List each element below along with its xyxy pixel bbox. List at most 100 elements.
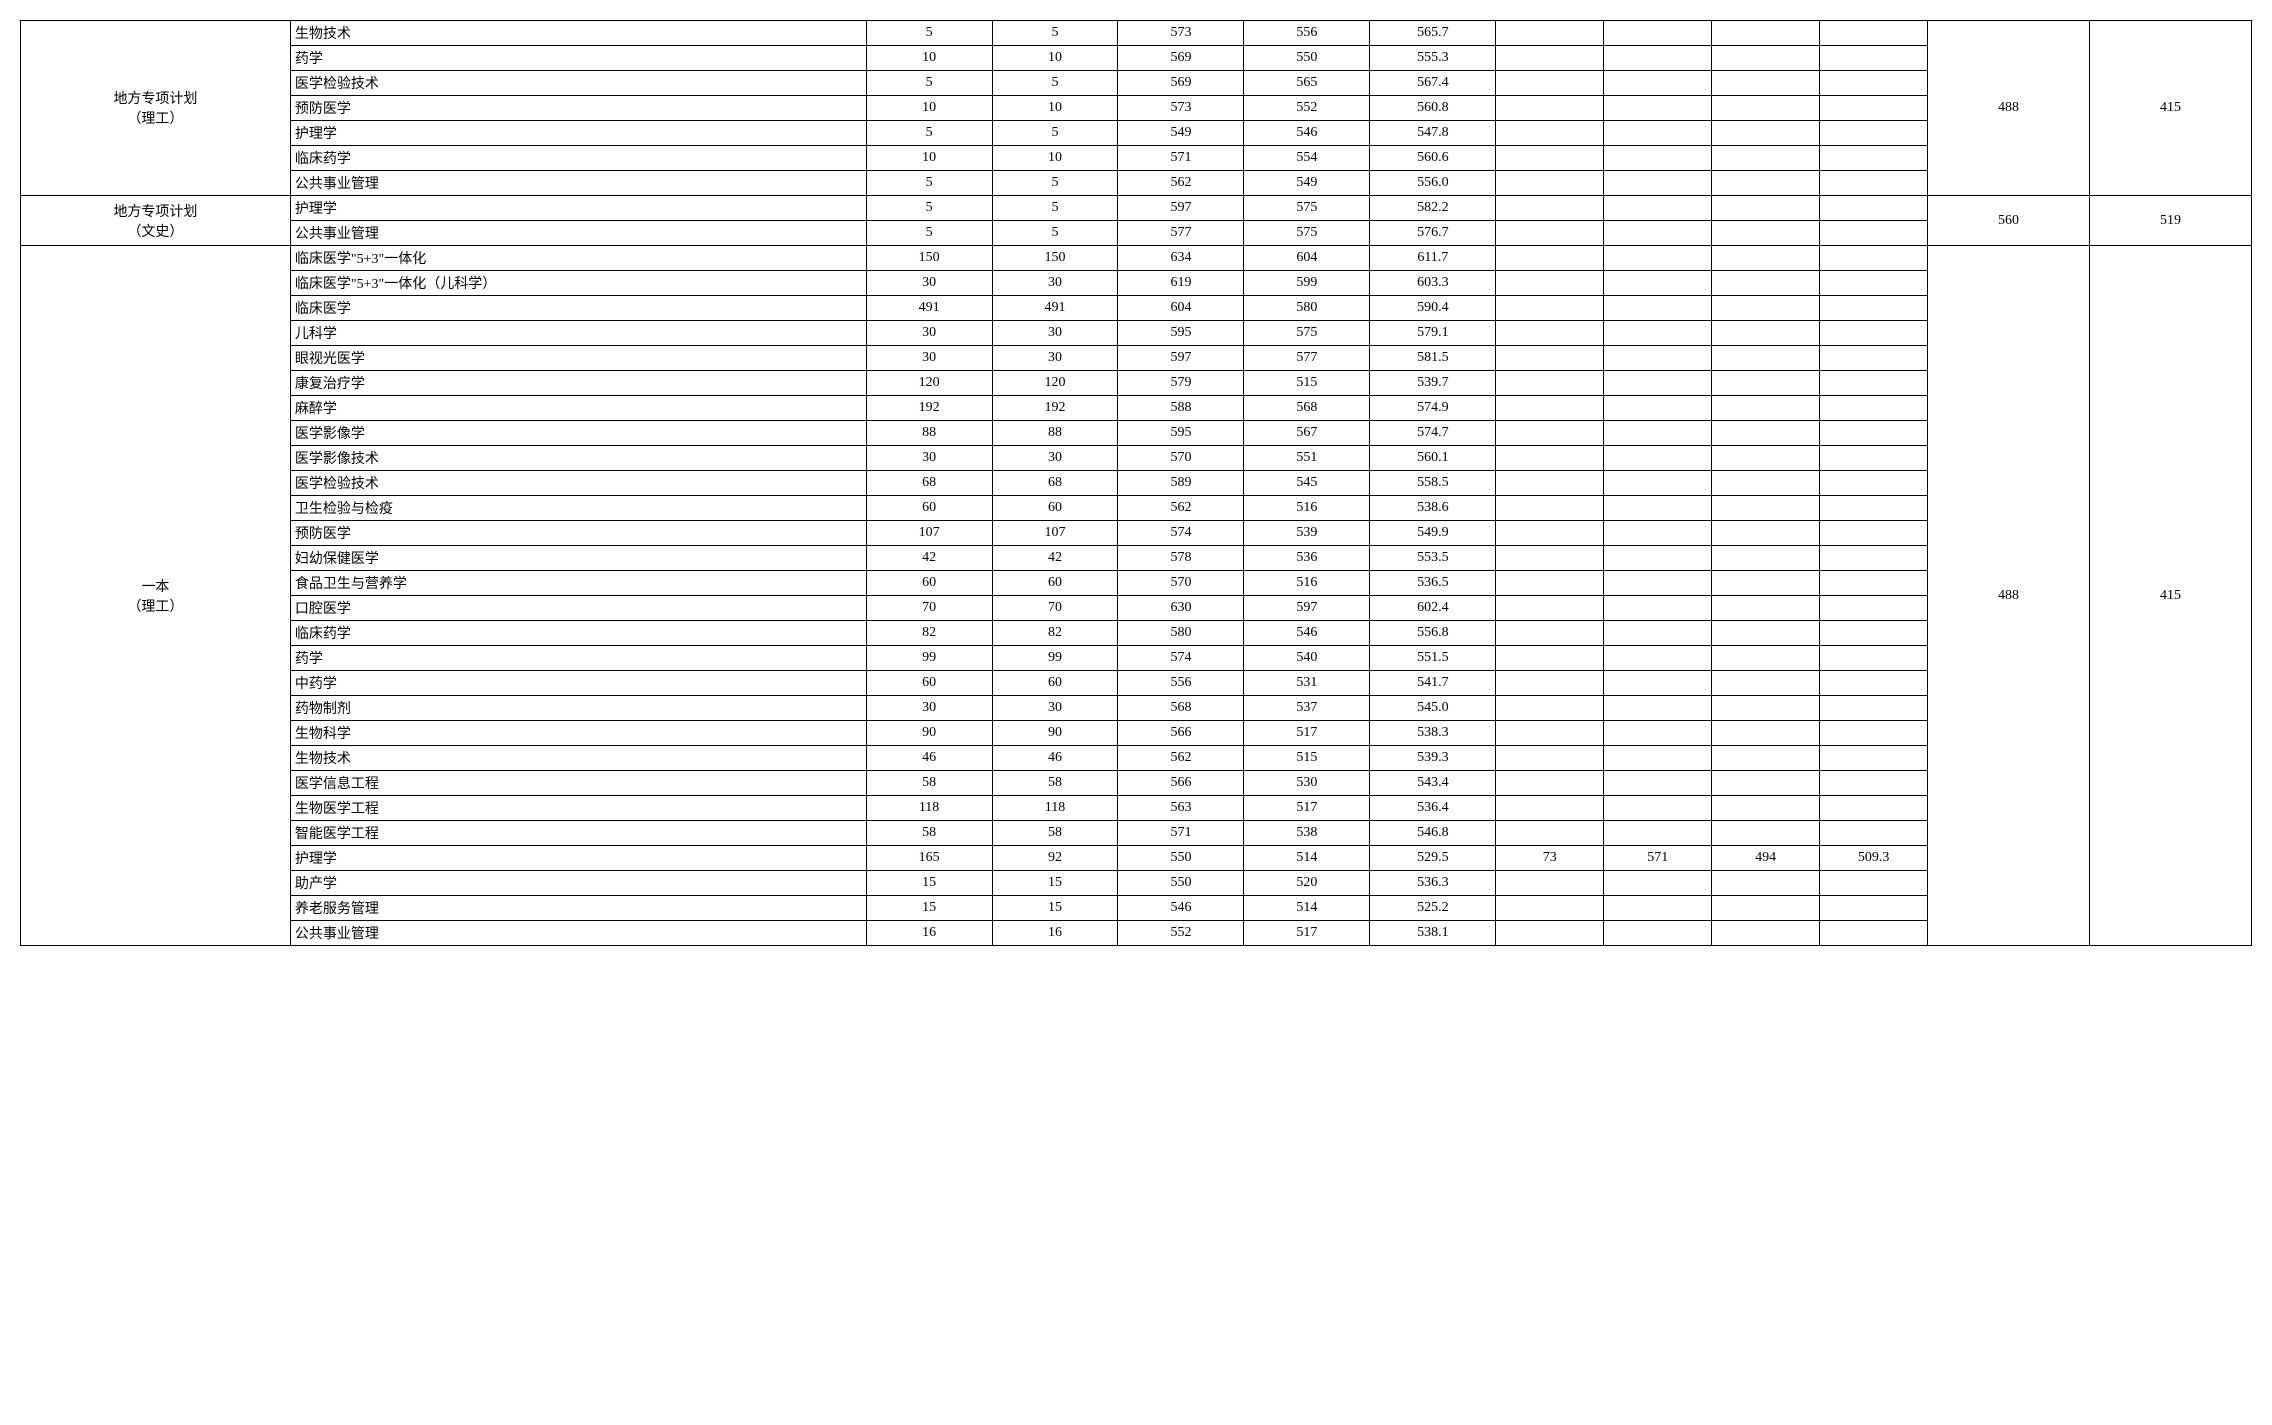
major-cell: 康复治疗学	[290, 371, 866, 396]
data-cell	[1712, 446, 1820, 471]
data-cell: 514	[1244, 896, 1370, 921]
data-cell: 107	[866, 521, 992, 546]
data-cell: 15	[992, 871, 1118, 896]
data-cell	[1604, 921, 1712, 946]
data-cell: 539	[1244, 521, 1370, 546]
data-cell	[1820, 221, 1928, 246]
data-cell	[1496, 646, 1604, 671]
data-cell: 30	[866, 271, 992, 296]
data-cell: 10	[992, 46, 1118, 71]
data-cell: 60	[866, 571, 992, 596]
data-cell	[1820, 71, 1928, 96]
data-cell: 88	[992, 421, 1118, 446]
data-cell	[1604, 321, 1712, 346]
data-cell	[1604, 546, 1712, 571]
data-cell: 576.7	[1370, 221, 1496, 246]
major-cell: 公共事业管理	[290, 921, 866, 946]
data-cell: 16	[866, 921, 992, 946]
data-cell: 574	[1118, 646, 1244, 671]
data-cell	[1604, 646, 1712, 671]
data-cell	[1712, 96, 1820, 121]
data-cell: 82	[992, 621, 1118, 646]
data-cell: 58	[992, 771, 1118, 796]
data-cell	[1820, 496, 1928, 521]
data-cell: 90	[866, 721, 992, 746]
data-cell: 5	[992, 196, 1118, 221]
data-cell	[1820, 121, 1928, 146]
data-cell	[1604, 146, 1712, 171]
major-cell: 养老服务管理	[290, 896, 866, 921]
data-cell	[1496, 396, 1604, 421]
data-cell: 536.5	[1370, 571, 1496, 596]
data-cell: 580	[1244, 296, 1370, 321]
data-cell: 30	[866, 696, 992, 721]
data-cell: 16	[992, 921, 1118, 946]
table-row: 生物科学9090566517538.3	[21, 721, 2252, 746]
data-cell	[1604, 171, 1712, 196]
data-cell	[1820, 821, 1928, 846]
data-cell	[1820, 146, 1928, 171]
data-cell: 538.6	[1370, 496, 1496, 521]
data-cell	[1712, 346, 1820, 371]
data-cell: 545	[1244, 471, 1370, 496]
data-cell: 536.3	[1370, 871, 1496, 896]
data-cell	[1712, 821, 1820, 846]
data-cell: 30	[866, 321, 992, 346]
data-cell	[1820, 896, 1928, 921]
data-cell	[1496, 621, 1604, 646]
data-cell	[1496, 421, 1604, 446]
data-cell: 15	[866, 871, 992, 896]
major-cell: 眼视光医学	[290, 346, 866, 371]
data-cell	[1496, 471, 1604, 496]
data-cell: 546	[1244, 621, 1370, 646]
data-cell	[1712, 471, 1820, 496]
data-cell: 575	[1244, 221, 1370, 246]
data-cell: 58	[866, 821, 992, 846]
data-cell	[1712, 196, 1820, 221]
data-cell	[1496, 571, 1604, 596]
data-cell	[1604, 696, 1712, 721]
data-cell: 5	[992, 221, 1118, 246]
data-cell: 15	[992, 896, 1118, 921]
data-cell: 30	[992, 321, 1118, 346]
data-cell: 554	[1244, 146, 1370, 171]
table-row: 中药学6060556531541.7	[21, 671, 2252, 696]
data-cell: 602.4	[1370, 596, 1496, 621]
data-cell: 5	[866, 196, 992, 221]
data-cell	[1712, 171, 1820, 196]
data-cell: 570	[1118, 446, 1244, 471]
data-cell: 560.1	[1370, 446, 1496, 471]
data-cell: 107	[992, 521, 1118, 546]
major-cell: 临床医学"5+3"一体化	[290, 246, 866, 271]
data-cell: 578	[1118, 546, 1244, 571]
data-cell	[1496, 71, 1604, 96]
data-cell	[1820, 296, 1928, 321]
data-cell	[1712, 921, 1820, 946]
data-cell: 603.3	[1370, 271, 1496, 296]
score-cell: 488	[1928, 21, 2090, 196]
data-cell	[1604, 21, 1712, 46]
data-cell: 566	[1118, 771, 1244, 796]
data-cell	[1496, 446, 1604, 471]
table-row: 临床医学491491604580590.4	[21, 296, 2252, 321]
data-cell: 10	[866, 146, 992, 171]
data-cell	[1820, 21, 1928, 46]
data-cell	[1604, 96, 1712, 121]
table-row: 生物技术4646562515539.3	[21, 746, 2252, 771]
data-cell	[1820, 321, 1928, 346]
data-cell	[1604, 46, 1712, 71]
data-cell: 547.8	[1370, 121, 1496, 146]
data-cell: 5	[866, 21, 992, 46]
data-cell	[1496, 271, 1604, 296]
data-cell: 10	[866, 46, 992, 71]
data-cell	[1496, 521, 1604, 546]
data-cell	[1604, 721, 1712, 746]
data-cell	[1604, 446, 1712, 471]
data-cell	[1820, 621, 1928, 646]
major-cell: 智能医学工程	[290, 821, 866, 846]
data-cell: 73	[1496, 846, 1604, 871]
data-cell	[1820, 571, 1928, 596]
table-row: 康复治疗学120120579515539.7	[21, 371, 2252, 396]
data-cell: 550	[1118, 871, 1244, 896]
data-cell	[1604, 621, 1712, 646]
